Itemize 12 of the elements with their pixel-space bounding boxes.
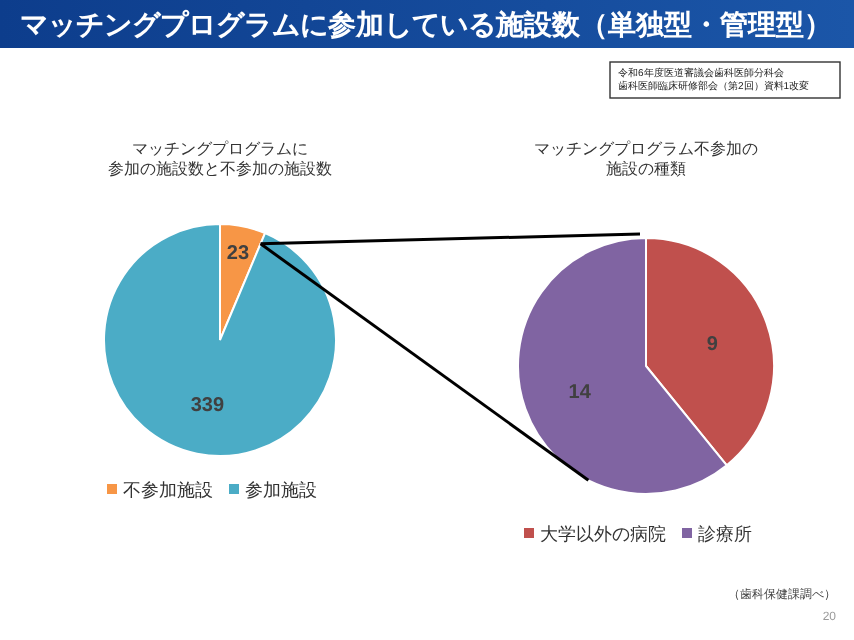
legend-label: 不参加施設: [123, 480, 213, 500]
chart-title: マッチングプログラム不参加の施設の種類: [534, 140, 758, 178]
data-label: 9: [706, 334, 719, 357]
data-label: 14: [568, 381, 592, 404]
data-label: 339: [190, 394, 225, 417]
text: マッチングプログラムに参加している施設数（単独型・管理型）: [20, 8, 832, 40]
data-label: 23: [226, 243, 250, 266]
legend-label: 大学以外の病院: [540, 524, 666, 544]
chart-title: マッチングプログラムに参加の施設数と不参加の施設数: [108, 140, 332, 178]
pie-slice: [103, 223, 337, 457]
legend-label: 参加施設: [245, 480, 317, 500]
legend-label: 診療所: [698, 524, 752, 544]
